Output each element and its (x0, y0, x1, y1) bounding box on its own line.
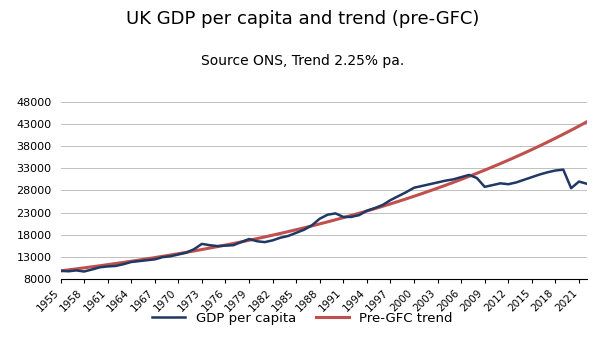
Legend: GDP per capita, Pre-GFC trend: GDP per capita, Pre-GFC trend (147, 306, 458, 330)
Line: GDP per capita: GDP per capita (60, 170, 587, 272)
GDP per capita (481, 185, 488, 189)
GDP per capita (528, 175, 535, 179)
Pre-GFC trend (567, 128, 575, 132)
Text: Source ONS, Trend 2.25% pa.: Source ONS, Trend 2.25% pa. (201, 54, 404, 68)
GDP per capita (536, 172, 543, 176)
Pre-GFC trend (583, 120, 590, 124)
Pre-GFC trend (528, 148, 535, 152)
GDP per capita (442, 178, 449, 183)
GDP per capita (544, 170, 551, 174)
Pre-GFC trend (57, 269, 64, 273)
Pre-GFC trend (363, 209, 370, 213)
GDP per capita (418, 184, 425, 188)
Pre-GFC trend (175, 252, 182, 256)
Line: Pre-GFC trend: Pre-GFC trend (60, 122, 587, 271)
Text: UK GDP per capita and trend (pre-GFC): UK GDP per capita and trend (pre-GFC) (126, 10, 479, 28)
Pre-GFC trend (183, 250, 190, 254)
GDP per capita (57, 269, 64, 273)
GDP per capita (80, 270, 88, 274)
GDP per capita (560, 168, 567, 172)
Pre-GFC trend (355, 211, 362, 215)
GDP per capita (583, 182, 590, 186)
